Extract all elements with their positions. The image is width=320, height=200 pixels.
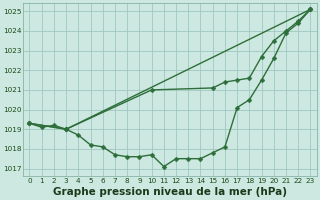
X-axis label: Graphe pression niveau de la mer (hPa): Graphe pression niveau de la mer (hPa)	[53, 187, 287, 197]
